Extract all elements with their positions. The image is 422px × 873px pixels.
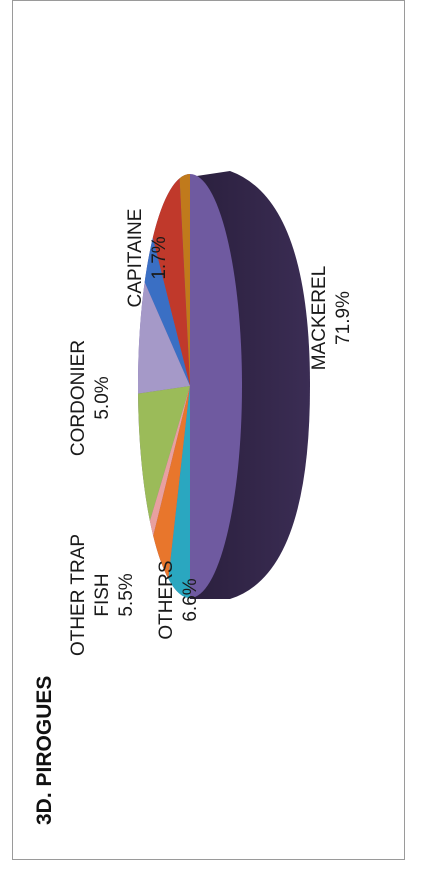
pie-top [137,174,242,598]
slice-lilac [137,282,190,394]
label-other-trap-fish: OTHER TRAP FISH 5.5% [68,534,137,656]
slice-other-trap-fish [138,386,190,521]
slice-pink [149,386,190,536]
slice-others [168,386,190,598]
label-others: OTHERS 6.6% [156,560,201,639]
label-cordonier: CORDONIER 5.0% [68,340,113,456]
slice-blue [144,237,190,386]
slice-orange [153,386,190,579]
chart-title: 3D. PIROGUES [33,676,56,825]
slice-cordonier [152,178,190,386]
pie-labels: CAPITAINE 1.7% CORDONIER 5.0% OTHER TRAP FISH… [68,209,354,657]
slice-capitaine [179,174,190,386]
label-capitaine: CAPITAINE 1.7% [125,209,170,308]
label-mackerel: MACKEREL 71.9% [309,266,354,371]
